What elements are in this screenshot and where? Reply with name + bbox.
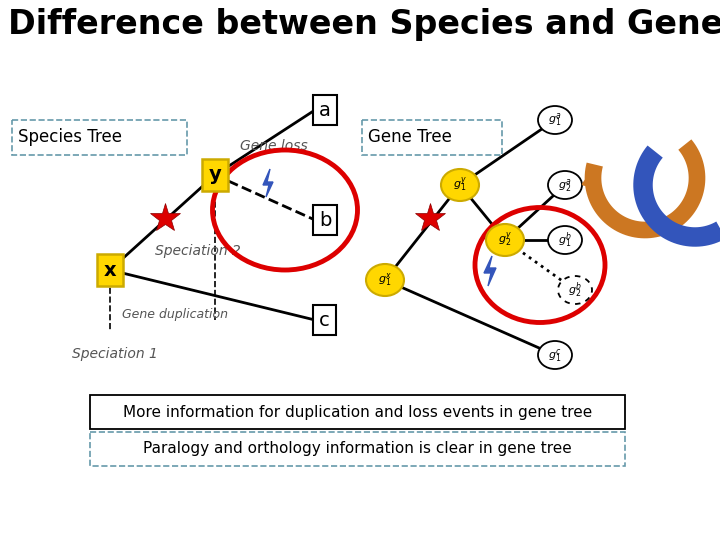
Text: $g_{1}^{b}$: $g_{1}^{b}$	[558, 230, 572, 250]
Bar	[90, 395, 625, 429]
Text: a: a	[319, 100, 331, 119]
Text: Difference between Species and Gene tree: Difference between Species and Gene tree	[8, 8, 720, 41]
Text: c: c	[319, 310, 330, 329]
Bar	[362, 120, 502, 155]
Text: x: x	[104, 260, 117, 280]
Text: y: y	[209, 165, 221, 185]
Ellipse shape	[548, 226, 582, 254]
Text: $g_{2}^{y}$: $g_{2}^{y}$	[498, 231, 512, 249]
Text: $g_{1}^{c}$: $g_{1}^{c}$	[548, 347, 562, 363]
Text: Speciation 1: Speciation 1	[72, 347, 158, 361]
Text: Paralogy and orthology information is clear in gene tree: Paralogy and orthology information is cl…	[143, 442, 572, 456]
Ellipse shape	[366, 264, 404, 296]
Ellipse shape	[441, 169, 479, 201]
Ellipse shape	[538, 106, 572, 134]
Text: $g_{1}^{x}$: $g_{1}^{x}$	[378, 272, 392, 288]
Text: $g_{1}^{y}$: $g_{1}^{y}$	[453, 176, 467, 194]
Text: $g_{1}^{a}$: $g_{1}^{a}$	[548, 111, 562, 129]
Text: Gene duplication: Gene duplication	[122, 308, 228, 321]
Text: More information for duplication and loss events in gene tree: More information for duplication and los…	[123, 404, 592, 420]
Text: Gene loss: Gene loss	[240, 139, 307, 153]
Polygon shape	[263, 169, 273, 197]
Polygon shape	[484, 256, 496, 286]
Text: Gene Tree: Gene Tree	[368, 128, 452, 146]
Bar	[12, 120, 187, 155]
Text: $g_{2}^{a}$: $g_{2}^{a}$	[558, 177, 572, 193]
Ellipse shape	[548, 171, 582, 199]
Ellipse shape	[486, 224, 524, 256]
Text: Species Tree: Species Tree	[18, 128, 122, 146]
Text: $g_{2}^{b}$: $g_{2}^{b}$	[568, 280, 582, 300]
Bar	[90, 432, 625, 466]
Text: Speciation 2: Speciation 2	[155, 244, 241, 258]
Text: b: b	[319, 211, 331, 229]
Ellipse shape	[558, 276, 592, 304]
Ellipse shape	[538, 341, 572, 369]
